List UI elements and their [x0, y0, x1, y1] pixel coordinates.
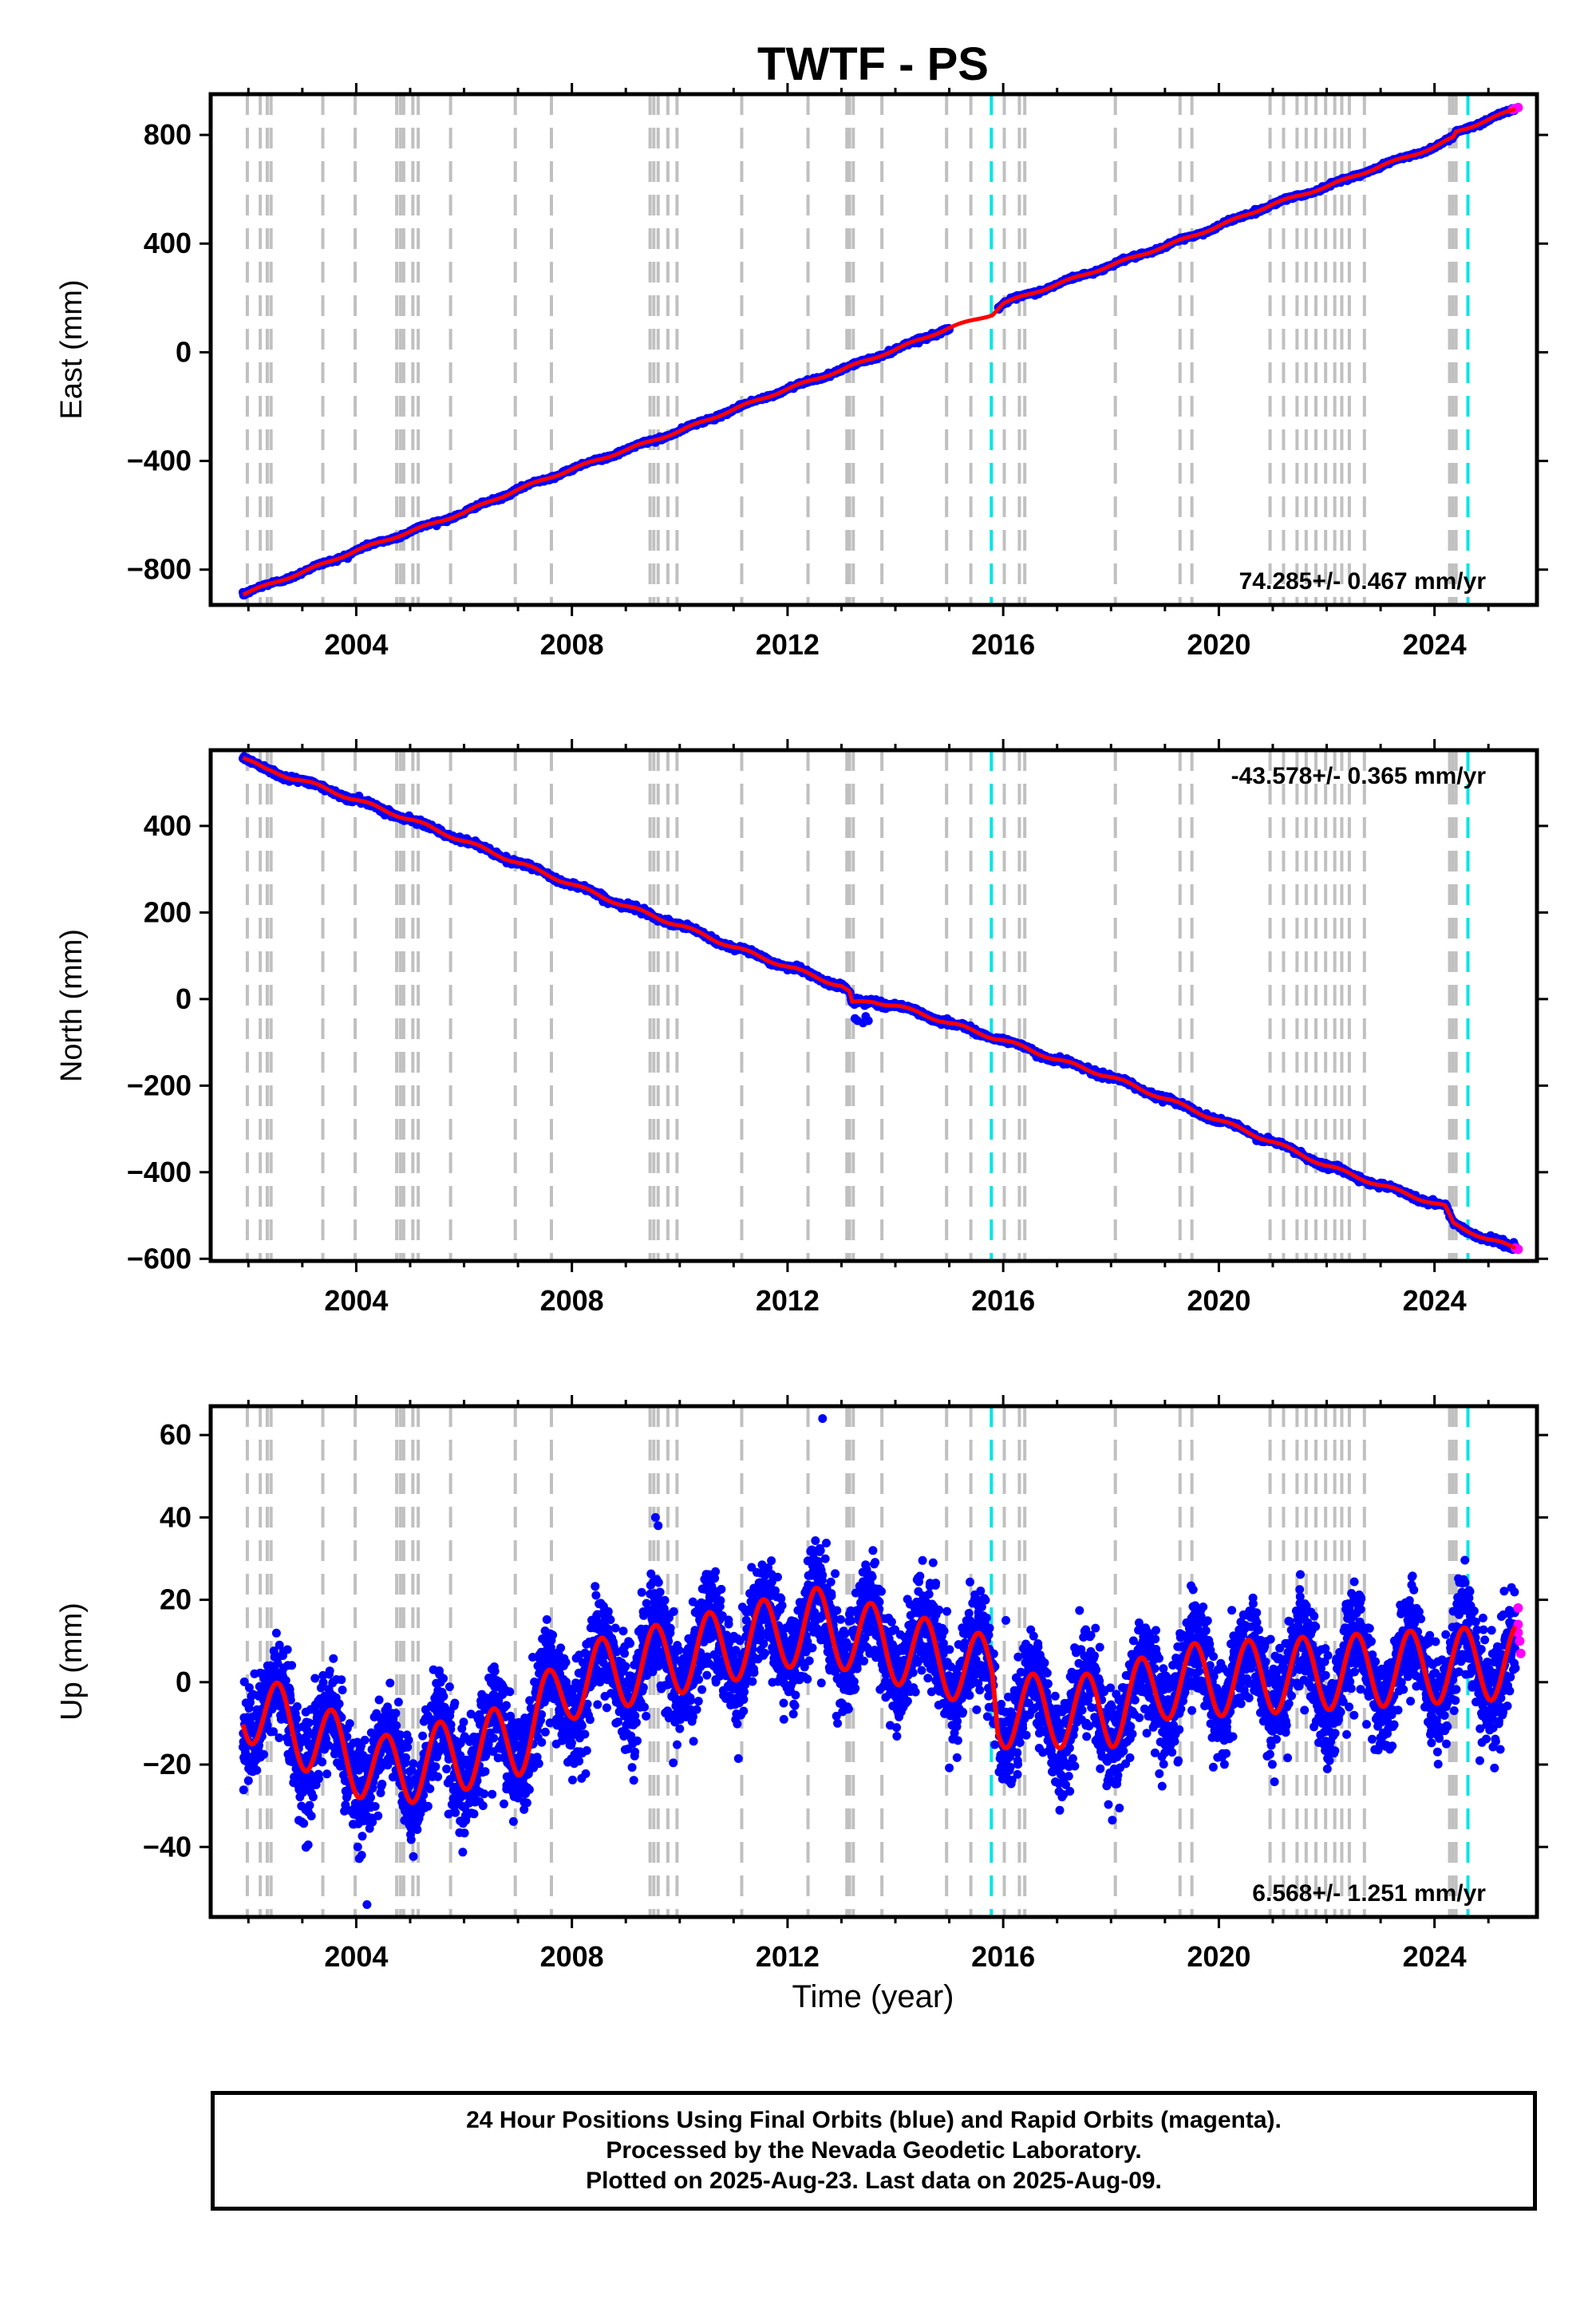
y-axis-label: North (mm)	[55, 929, 89, 1082]
plot-frame	[208, 92, 1539, 607]
x-tick-label: 2008	[540, 1940, 604, 1973]
x-tick-label: 2020	[1187, 1940, 1250, 1973]
y-tick-label: 0	[176, 335, 192, 368]
velocity-rate-label: -43.578+/- 0.365 mm/yr	[1231, 763, 1487, 789]
panel-north: 2004 2008 2012 2016 2020 2024 400 200 0 −200 −400 −…	[55, 739, 1548, 1317]
model-fit-line	[241, 756, 1517, 1251]
x-tick-label: 2004	[324, 628, 388, 661]
model-fit-line	[241, 107, 1517, 597]
y-tick-label: 400	[144, 809, 192, 842]
footer-line-1: 24 Hour Positions Using Final Orbits (bl…	[466, 2107, 1282, 2133]
x-tick-label: 2016	[971, 1940, 1035, 1973]
y-axis-label: Up (mm)	[55, 1603, 89, 1721]
x-tick-label: 2012	[756, 1284, 820, 1317]
x-tick-label: 2012	[756, 628, 820, 661]
x-tick-label: 2004	[324, 1284, 388, 1317]
velocity-rate-label: 6.568+/- 1.251 mm/yr	[1252, 1880, 1486, 1907]
y-tick-label: −400	[127, 445, 192, 477]
panel-east: 2004 2008 2012 2016 2020 2024 800 400 0 −400 −800 E…	[55, 83, 1548, 661]
y-tick-label: 20	[160, 1583, 192, 1616]
y-tick-label: −200	[127, 1069, 192, 1101]
y-tick-label: −800	[127, 553, 192, 586]
x-tick-label: 2020	[1187, 1284, 1250, 1317]
y-tick-label: −20	[143, 1748, 192, 1780]
x-tick-label: 2024	[1403, 1284, 1467, 1317]
x-tick-label: 2004	[324, 1940, 388, 1973]
footer-line-3: Plotted on 2025-Aug-23. Last data on 202…	[586, 2168, 1162, 2194]
model-fit-line	[240, 1585, 1518, 1805]
y-tick-label: 200	[144, 895, 192, 928]
y-tick-label: −600	[127, 1242, 192, 1275]
x-tick-label: 2020	[1187, 628, 1250, 661]
y-tick-label: −40	[143, 1830, 192, 1863]
x-axis-label: Time (year)	[792, 1979, 954, 2014]
y-tick-label: 40	[160, 1500, 192, 1533]
x-tick-label: 2024	[1403, 1940, 1467, 1973]
plot-area	[239, 750, 1523, 1261]
y-tick-label: 0	[176, 1666, 192, 1698]
plot-area	[239, 94, 1523, 605]
x-tick-label: 2008	[540, 628, 604, 661]
y-tick-label: 0	[176, 982, 192, 1015]
x-tick-label: 2008	[540, 1284, 604, 1317]
plot-frame	[208, 748, 1539, 1263]
rapid-orbit-points	[1511, 1243, 1523, 1255]
footer-box: 24 Hour Positions Using Final Orbits (bl…	[211, 2091, 1537, 2211]
footer-line-2: Processed by the Nevada Geodetic Laborat…	[606, 2137, 1142, 2164]
y-tick-label: 400	[144, 227, 192, 259]
chart-title: TWTF - PS	[757, 38, 989, 90]
rapid-orbit-points	[1513, 1603, 1526, 1658]
plot-frame	[208, 1404, 1539, 1919]
x-tick-label: 2024	[1403, 628, 1467, 661]
plot-area	[239, 1406, 1526, 1917]
x-tick-label: 2012	[756, 1940, 820, 1973]
x-tick-label: 2016	[971, 1284, 1035, 1317]
panel-up: 2004 2008 2012 2016 2020 2024 60 40 20 0 −20 −40 Up …	[55, 1395, 1548, 1973]
y-tick-label: −400	[127, 1156, 192, 1188]
velocity-rate-label: 74.285+/- 0.467 mm/yr	[1239, 568, 1487, 595]
y-tick-label: 60	[160, 1418, 192, 1451]
y-tick-label: 800	[144, 118, 192, 151]
x-tick-label: 2016	[971, 628, 1035, 661]
y-axis-label: East (mm)	[55, 279, 89, 419]
